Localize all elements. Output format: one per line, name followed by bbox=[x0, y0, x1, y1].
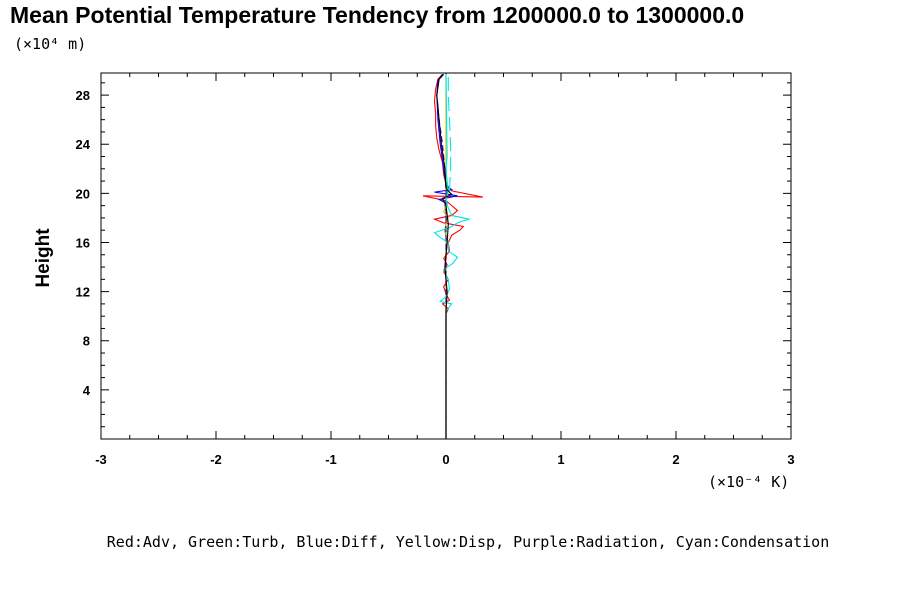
series-line-total bbox=[436, 73, 453, 439]
series-line-radiation bbox=[436, 73, 447, 439]
y-axis-label: Height bbox=[33, 228, 54, 288]
x-tick-label: 0 bbox=[442, 452, 449, 467]
y-tick-label: 28 bbox=[76, 88, 90, 103]
x-tick-label: 2 bbox=[672, 452, 679, 467]
x-tick-label: 3 bbox=[787, 452, 794, 467]
y-tick-label: 8 bbox=[83, 334, 90, 349]
x-tick-label: -1 bbox=[325, 452, 337, 467]
x-tick-label: 1 bbox=[557, 452, 564, 467]
chart-title: Mean Potential Temperature Tendency from… bbox=[10, 2, 744, 28]
series-line-adv bbox=[422, 73, 483, 439]
y-tick-label: 4 bbox=[83, 383, 91, 398]
y-tick-label: 16 bbox=[76, 235, 90, 250]
x-tick-label: -3 bbox=[95, 452, 107, 467]
x-unit-label: (×10⁻⁴ K) bbox=[708, 473, 789, 491]
y-tick-label: 20 bbox=[76, 186, 90, 201]
series-line-condensation-dashed bbox=[447, 74, 452, 191]
x-tick-label: -2 bbox=[210, 452, 222, 467]
y-unit-label: (×10⁴ m) bbox=[14, 35, 86, 53]
legend-text: Red:Adv, Green:Turb, Blue:Diff, Yellow:D… bbox=[107, 533, 829, 551]
y-tick-label: 12 bbox=[76, 285, 90, 300]
y-tick-label: 24 bbox=[76, 137, 91, 152]
